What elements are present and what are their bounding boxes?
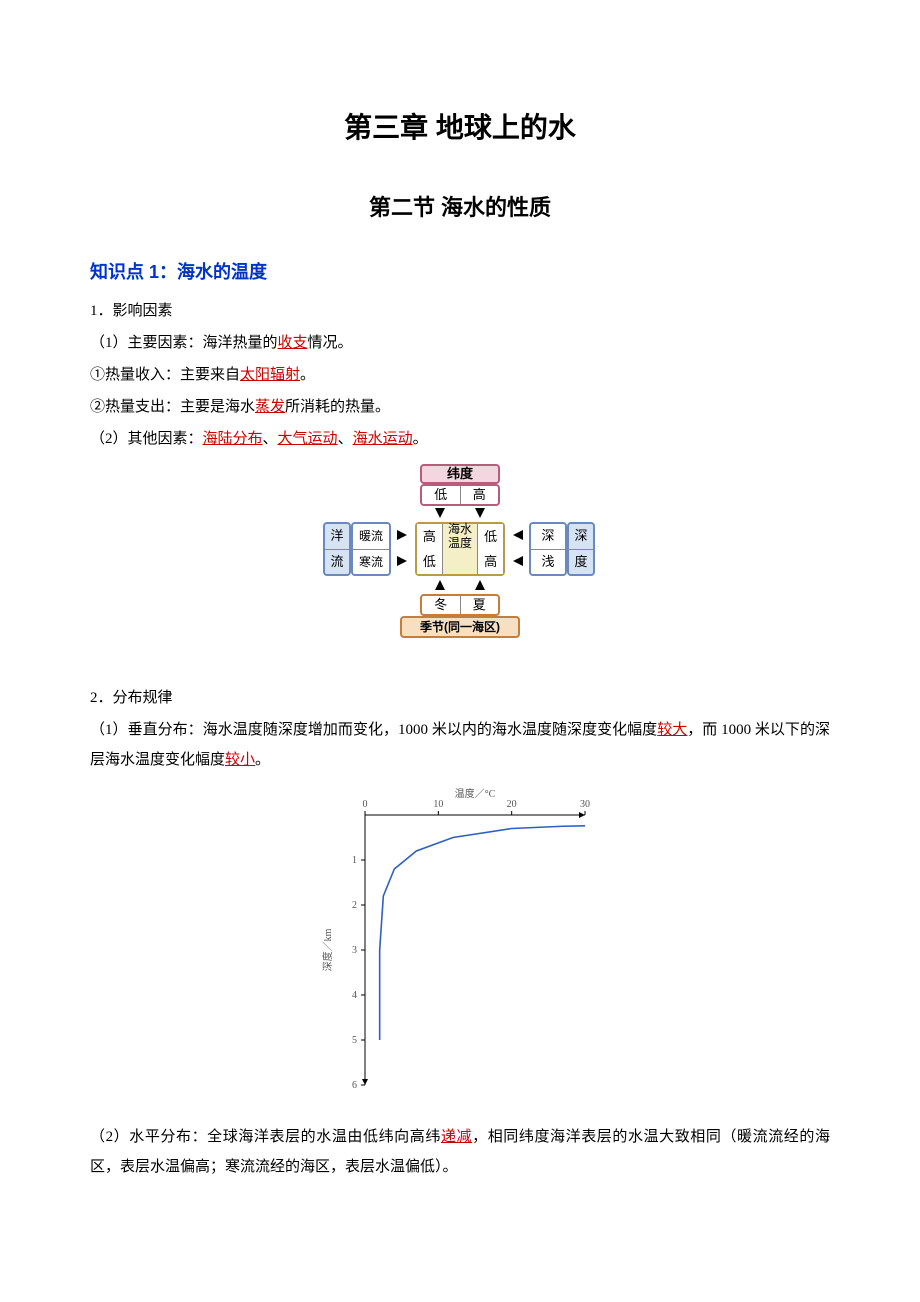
kp1-heading: 知识点 1：海水的温度 <box>90 254 830 290</box>
chapter-title: 第三章 地球上的水 <box>90 100 830 156</box>
text: ②热量支出：主要是海水 <box>90 399 255 415</box>
svg-text:20: 20 <box>507 799 517 810</box>
svg-text:0: 0 <box>363 799 368 810</box>
svg-text:6: 6 <box>352 1080 357 1091</box>
kp2-p1: 2．分布规律 <box>90 683 830 713</box>
text: （1）主要因素：海洋热量的 <box>90 335 278 351</box>
text: 。 <box>300 367 315 383</box>
svg-text:4: 4 <box>352 990 357 1001</box>
text: （1）垂直分布：海水温度随深度增加而变化，1000 米以内的海水温度随深度变化幅… <box>90 722 657 738</box>
text: （2）水平分布：全球海洋表层的水温由低纬向高纬 <box>90 1129 441 1145</box>
keyword-shouzhi: 收支 <box>278 335 308 351</box>
svg-text:3: 3 <box>352 945 357 956</box>
flow-box: 深度 <box>567 522 595 576</box>
arrow-down-icon <box>475 508 485 518</box>
flow-diagram: 纬度低高高海水温度低低高 洋流暖流寒流 深浅深度冬夏季节(同一海区) <box>90 464 830 675</box>
arrow-left-icon <box>513 530 523 540</box>
text: 情况。 <box>308 335 353 351</box>
keyword-jiaoda: 较大 <box>657 722 687 738</box>
keyword-taiyang: 太阳辐射 <box>240 367 300 383</box>
svg-text:温度／°C: 温度／°C <box>455 787 496 800</box>
text: 、 <box>263 431 278 447</box>
svg-text:30: 30 <box>580 799 590 810</box>
text: 、 <box>338 431 353 447</box>
flow-box: 低高 <box>420 484 500 506</box>
svg-text:10: 10 <box>433 799 443 810</box>
arrow-up-icon <box>435 580 445 590</box>
keyword-hailu: 海陆分布 <box>203 431 263 447</box>
svg-text:1: 1 <box>352 855 357 866</box>
keyword-dijian: 递减 <box>441 1129 472 1145</box>
kp1-p2: （1）主要因素：海洋热量的收支情况。 <box>90 328 830 358</box>
text: （2）其他因素： <box>90 431 203 447</box>
flow-box: 季节(同一海区) <box>400 616 520 638</box>
flow-box: 暖流寒流 <box>351 522 391 576</box>
text: 。 <box>413 431 428 447</box>
keyword-haishui: 海水运动 <box>353 431 413 447</box>
keyword-daqi: 大气运动 <box>278 431 338 447</box>
flow-box: 洋流 <box>323 522 351 576</box>
arrow-up-icon <box>475 580 485 590</box>
text: 。 <box>255 752 270 768</box>
svg-text:5: 5 <box>352 1035 357 1046</box>
section-title: 第二节 海水的性质 <box>90 186 830 230</box>
kp3-p1: （2）水平分布：全球海洋表层的水温由低纬向高纬递减，相同纬度海洋表层的水温大致相… <box>90 1122 830 1182</box>
arrow-left-icon <box>513 556 523 566</box>
flow-box: 深浅 <box>529 522 567 576</box>
svg-text:深度／km: 深度／km <box>321 928 334 971</box>
arrow-down-icon <box>435 508 445 518</box>
kp1-p1: 1．影响因素 <box>90 296 830 326</box>
kp1-p4: ②热量支出：主要是海水蒸发所消耗的热量。 <box>90 392 830 422</box>
keyword-jiaoxiao: 较小 <box>225 752 255 768</box>
flow-box: 冬夏 <box>420 594 500 616</box>
text: 所消耗的热量。 <box>285 399 390 415</box>
flow-box: 纬度 <box>420 464 500 484</box>
flow-box: 高海水温度低低高 <box>415 522 505 576</box>
keyword-zhengfa: 蒸发 <box>255 399 285 415</box>
kp1-p3: ①热量收入：主要来自太阳辐射。 <box>90 360 830 390</box>
arrow-right-icon <box>397 556 407 566</box>
kp2-p2: （1）垂直分布：海水温度随深度增加而变化，1000 米以内的海水温度随深度变化幅… <box>90 715 830 775</box>
svg-text:2: 2 <box>352 900 357 911</box>
arrow-right-icon <box>397 530 407 540</box>
text: ①热量收入：主要来自 <box>90 367 240 383</box>
depth-temp-chart: 0 10 20 30 1 2 3 4 5 6 温度／°C 深度／km <box>90 783 830 1114</box>
kp1-p5: （2）其他因素：海陆分布、大气运动、海水运动。 <box>90 424 830 454</box>
